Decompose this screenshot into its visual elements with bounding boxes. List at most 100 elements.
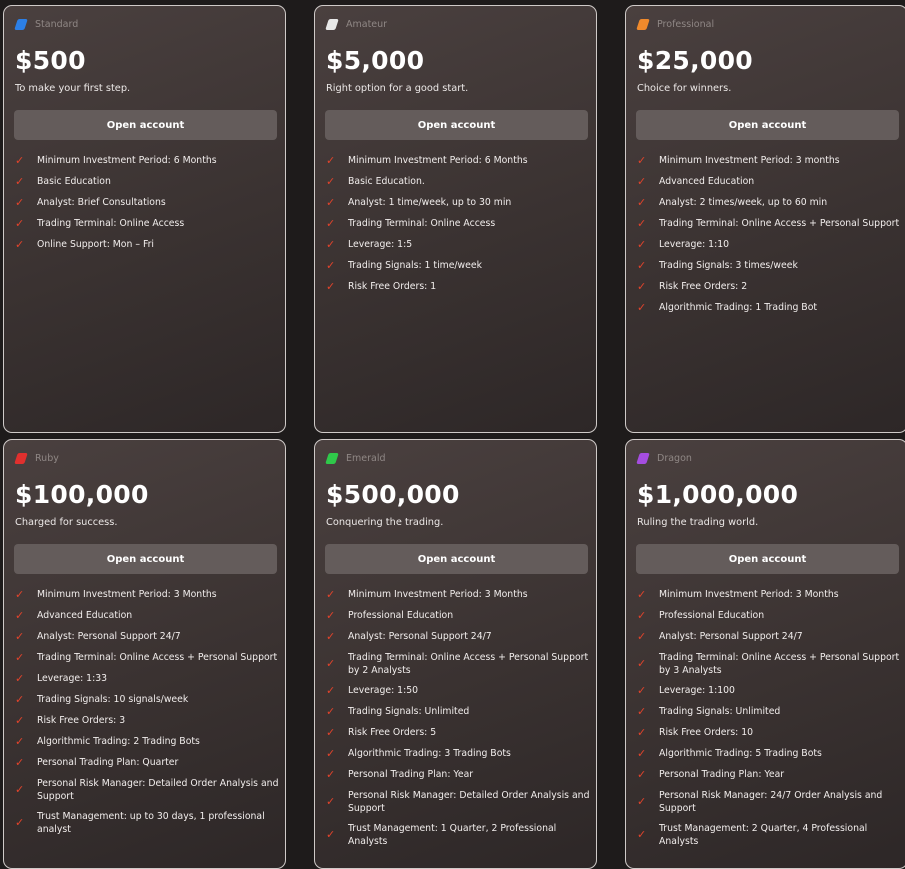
feature-text: Analyst: 1 time/week, up to 30 min	[348, 197, 512, 208]
flag-icon	[636, 18, 650, 30]
checkmark-icon: ✓	[637, 280, 647, 293]
feature-item: ✓ Analyst: Personal Support 24/7	[326, 626, 591, 647]
feature-text: Risk Free Orders: 2	[659, 281, 748, 292]
feature-item: ✓ Trading Signals: Unlimited	[326, 701, 591, 722]
feature-text: Professional Education	[348, 610, 454, 621]
checkmark-icon: ✓	[326, 630, 336, 643]
feature-text: Trading Signals: Unlimited	[659, 706, 781, 717]
checkmark-icon: ✓	[15, 714, 25, 727]
checkmark-icon: ✓	[326, 768, 336, 781]
feature-text: Leverage: 1:50	[348, 685, 419, 696]
flag-icon	[14, 18, 28, 30]
feature-text: Analyst: 2 times/week, up to 60 min	[659, 197, 828, 208]
feature-text: Analyst: Personal Support 24/7	[37, 631, 181, 642]
feature-text: Trust Management: up to 30 days, 1 profe…	[37, 810, 265, 835]
tier-name: Ruby	[35, 452, 59, 464]
open-account-button[interactable]: Open account	[325, 544, 588, 574]
feature-item: ✓ Trust Management: 1 Quarter, 2 Profess…	[326, 818, 591, 851]
checkmark-icon: ✓	[15, 238, 25, 251]
feature-text: Trading Terminal: Online Access + Person…	[659, 218, 900, 229]
feature-item: ✓ Risk Free Orders: 3	[15, 710, 280, 731]
feature-list: ✓ Minimum Investment Period: 3 Months ✓ …	[326, 584, 591, 851]
feature-text: Minimum Investment Period: 3 months	[659, 155, 840, 166]
tier-label: Dragon	[636, 451, 692, 465]
checkmark-icon: ✓	[15, 783, 25, 796]
feature-item: ✓ Personal Trading Plan: Year	[637, 764, 902, 785]
checkmark-icon: ✓	[637, 768, 647, 781]
feature-text: Advanced Education	[659, 176, 755, 187]
feature-item: ✓ Trust Management: 2 Quarter, 4 Profess…	[637, 818, 902, 851]
tier-label: Ruby	[14, 451, 59, 465]
open-account-button[interactable]: Open account	[325, 110, 588, 140]
plan-card-professional: Professional $25,000 Choice for winners.…	[625, 5, 905, 433]
plan-card-amateur: Amateur $5,000 Right option for a good s…	[314, 5, 597, 433]
feature-text: Risk Free Orders: 10	[659, 727, 754, 738]
feature-text: Trading Signals: 1 time/week	[348, 260, 482, 271]
feature-text: Analyst: Personal Support 24/7	[659, 631, 803, 642]
checkmark-icon: ✓	[637, 726, 647, 739]
checkmark-icon: ✓	[15, 588, 25, 601]
feature-text: Trust Management: 1 Quarter, 2 Professio…	[348, 822, 557, 847]
feature-text: Trading Terminal: Online Access	[37, 218, 185, 229]
checkmark-icon: ✓	[326, 684, 336, 697]
feature-text: Trust Management: 2 Quarter, 4 Professio…	[659, 822, 868, 847]
checkmark-icon: ✓	[326, 217, 336, 230]
flag-icon	[14, 452, 28, 464]
feature-text: Algorithmic Trading: 5 Trading Bots	[659, 748, 822, 759]
feature-text: Leverage: 1:100	[659, 685, 735, 696]
open-account-button[interactable]: Open account	[636, 544, 899, 574]
feature-item: ✓ Trading Terminal: Online Access + Pers…	[637, 647, 902, 680]
open-account-button[interactable]: Open account	[14, 544, 277, 574]
feature-item: ✓ Leverage: 1:33	[15, 668, 280, 689]
feature-item: ✓ Trading Signals: 3 times/week	[637, 255, 902, 276]
plan-price: $100,000	[15, 480, 149, 509]
feature-item: ✓ Advanced Education	[637, 171, 902, 192]
plan-tagline: Charged for success.	[15, 517, 118, 528]
plan-price: $500	[15, 46, 86, 75]
checkmark-icon: ✓	[15, 196, 25, 209]
checkmark-icon: ✓	[15, 672, 25, 685]
checkmark-icon: ✓	[637, 828, 647, 841]
flag-icon	[325, 18, 339, 30]
feature-text: Risk Free Orders: 1	[348, 281, 437, 292]
checkmark-icon: ✓	[15, 609, 25, 622]
feature-text: Minimum Investment Period: 3 Months	[348, 589, 528, 600]
checkmark-icon: ✓	[637, 657, 647, 670]
plan-price: $1,000,000	[637, 480, 799, 509]
feature-list: ✓ Minimum Investment Period: 6 Months ✓ …	[15, 150, 280, 255]
feature-item: ✓ Basic Education.	[326, 171, 591, 192]
feature-text: Personal Risk Manager: Detailed Order An…	[37, 777, 279, 802]
feature-text: Trading Terminal: Online Access	[348, 218, 496, 229]
checkmark-icon: ✓	[637, 588, 647, 601]
plan-tagline: Ruling the trading world.	[637, 517, 759, 528]
checkmark-icon: ✓	[326, 154, 336, 167]
feature-item: ✓ Trading Terminal: Online Access	[15, 213, 280, 234]
flag-icon	[636, 452, 650, 464]
tier-label: Standard	[14, 17, 78, 31]
feature-item: ✓ Trading Terminal: Online Access + Pers…	[326, 647, 591, 680]
feature-item: ✓ Risk Free Orders: 2	[637, 276, 902, 297]
open-account-button[interactable]: Open account	[636, 110, 899, 140]
feature-item: ✓ Risk Free Orders: 10	[637, 722, 902, 743]
feature-text: Leverage: 1:5	[348, 239, 413, 250]
tier-label: Emerald	[325, 451, 386, 465]
feature-text: Basic Education	[37, 176, 111, 187]
checkmark-icon: ✓	[326, 609, 336, 622]
feature-text: Trading Terminal: Online Access + Person…	[348, 651, 589, 676]
feature-item: ✓ Risk Free Orders: 1	[326, 276, 591, 297]
feature-item: ✓ Professional Education	[326, 605, 591, 626]
feature-item: ✓ Leverage: 1:50	[326, 680, 591, 701]
feature-item: ✓ Online Support: Mon – Fri	[15, 234, 280, 255]
feature-item: ✓ Algorithmic Trading: 5 Trading Bots	[637, 743, 902, 764]
feature-text: Analyst: Personal Support 24/7	[348, 631, 492, 642]
tier-name: Professional	[657, 18, 715, 30]
open-account-button[interactable]: Open account	[14, 110, 277, 140]
feature-item: ✓ Trading Signals: 10 signals/week	[15, 689, 280, 710]
checkmark-icon: ✓	[326, 238, 336, 251]
feature-text: Personal Trading Plan: Quarter	[37, 757, 179, 768]
feature-text: Algorithmic Trading: 2 Trading Bots	[37, 736, 200, 747]
feature-text: Risk Free Orders: 3	[37, 715, 126, 726]
feature-item: ✓ Leverage: 1:5	[326, 234, 591, 255]
checkmark-icon: ✓	[15, 756, 25, 769]
feature-item: ✓ Trading Signals: 1 time/week	[326, 255, 591, 276]
